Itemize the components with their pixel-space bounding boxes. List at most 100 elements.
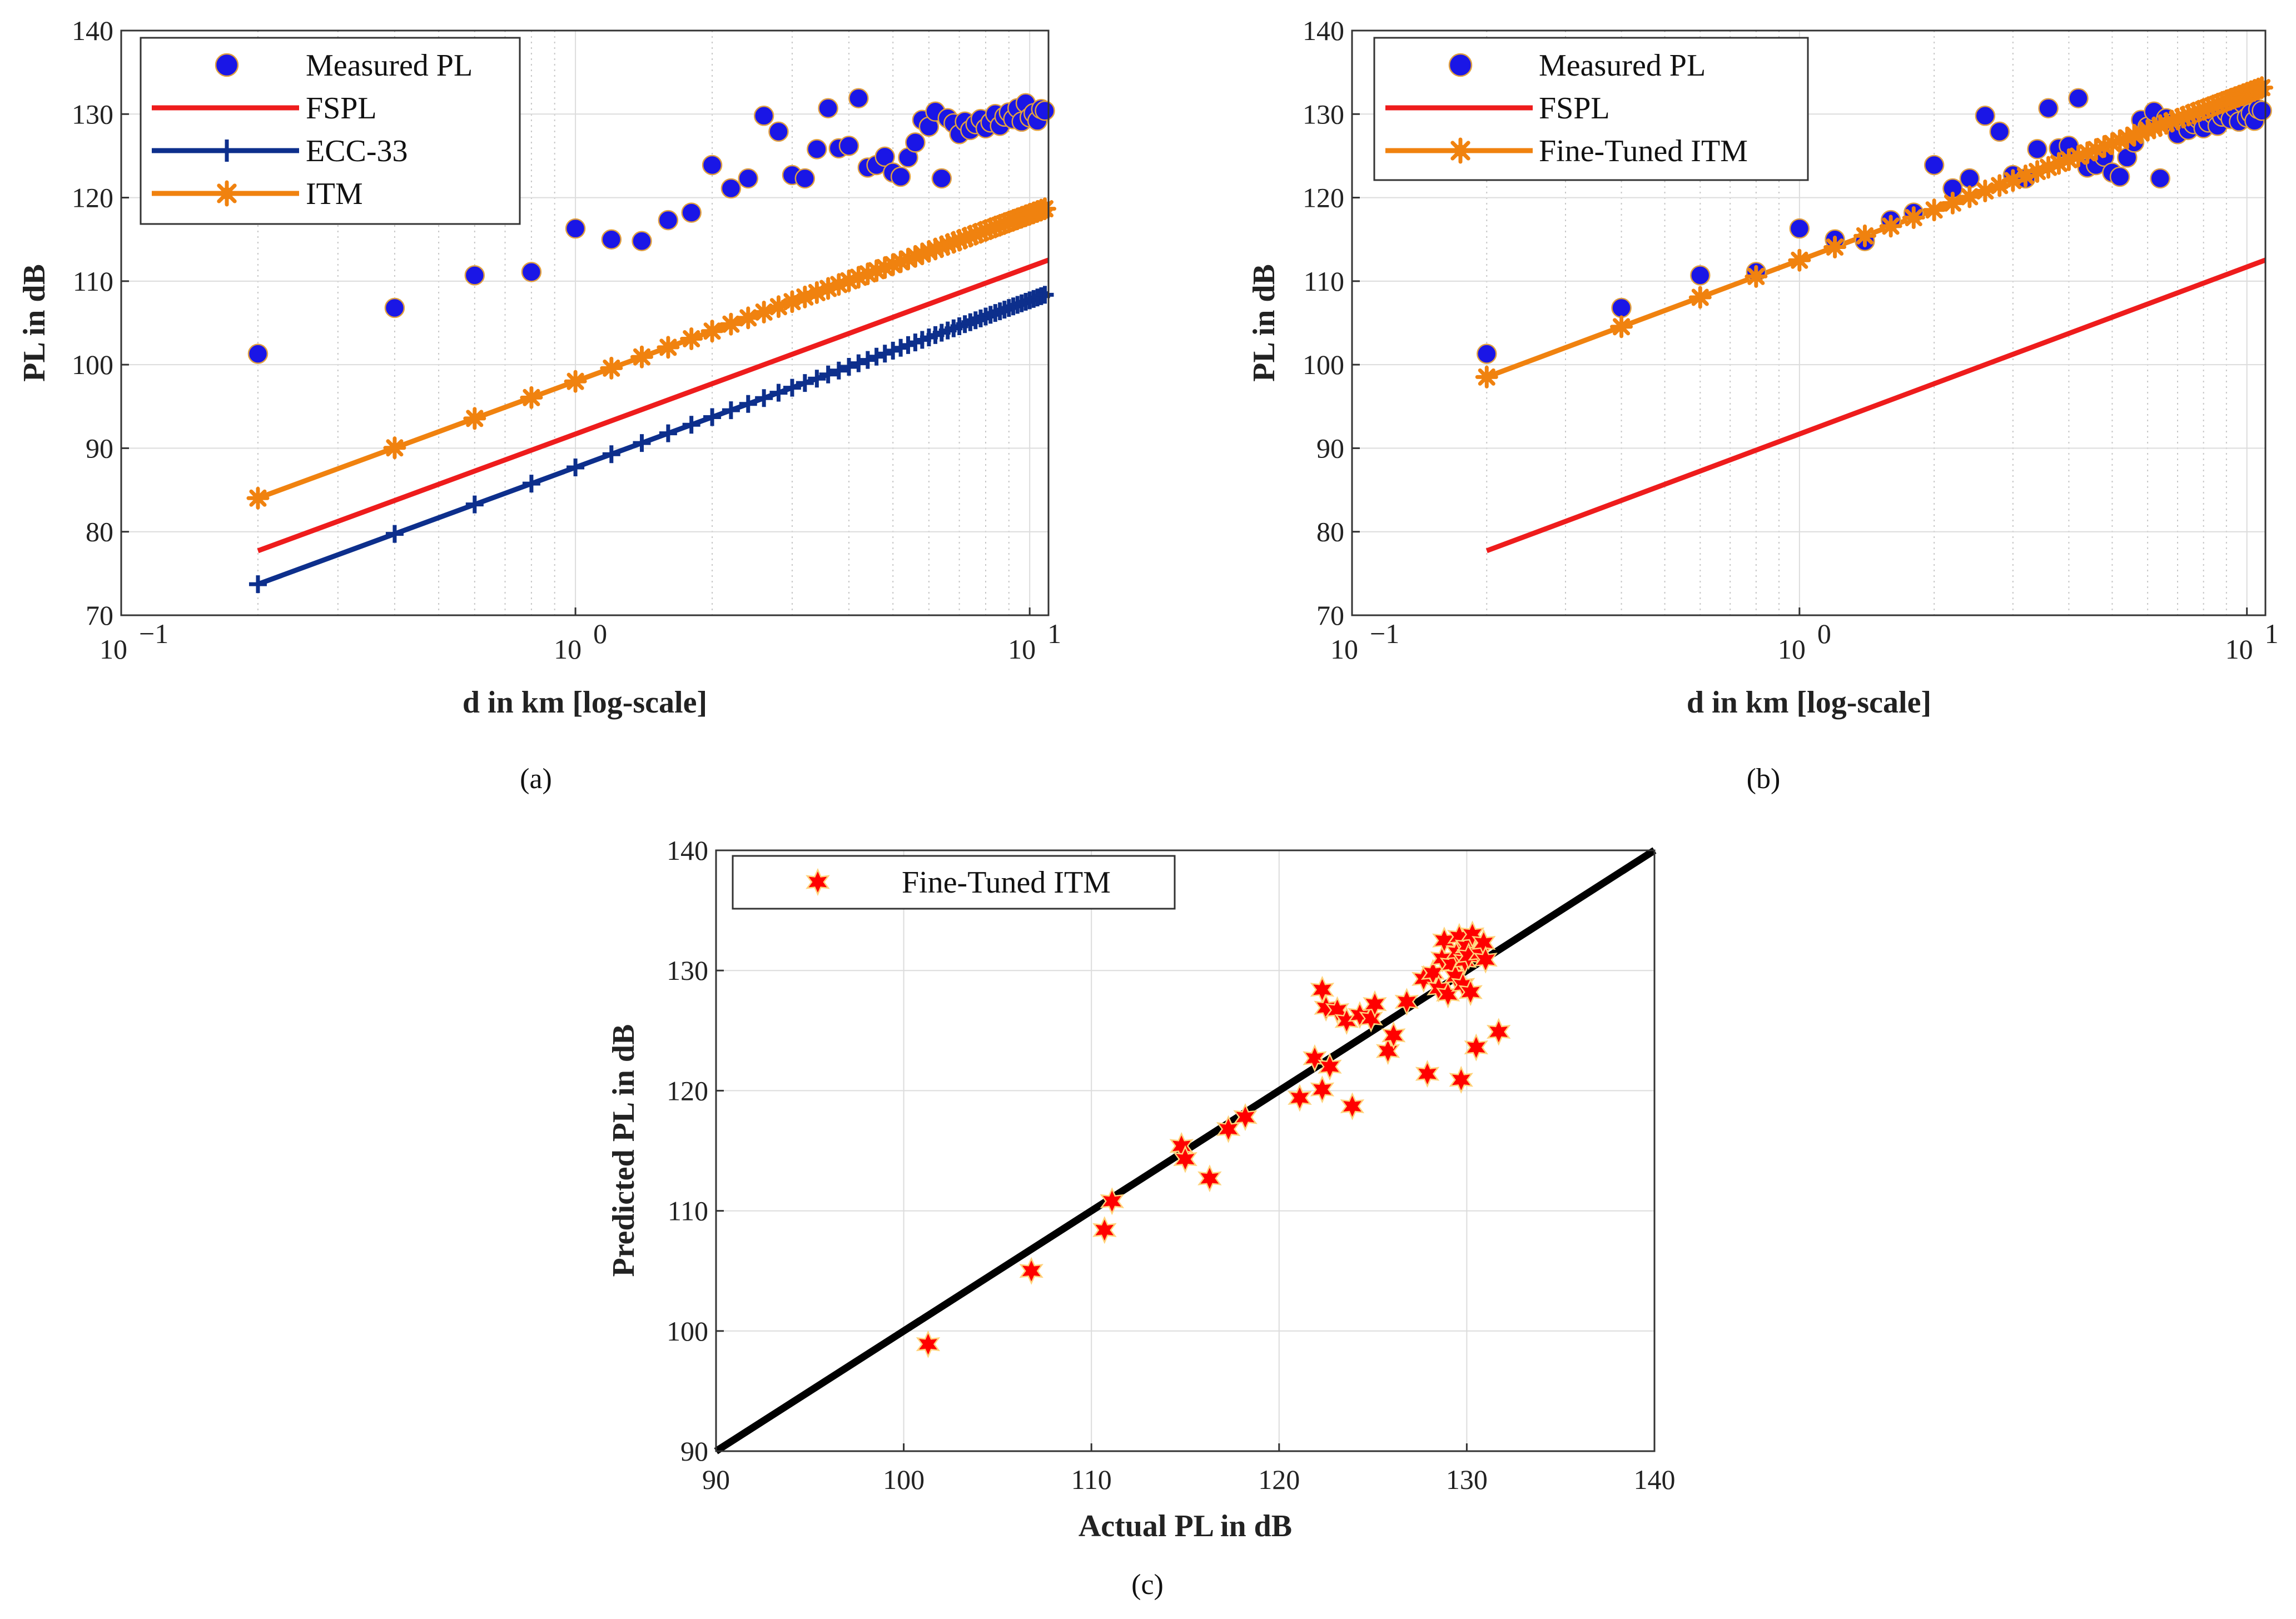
- panel-b-xtick-1: 10: [1778, 634, 1806, 665]
- panel-a-xtick-exp-1: 0: [593, 618, 607, 649]
- panel-b-measured-point-9: [1924, 155, 1945, 176]
- panel-c-star-point-40: [1458, 978, 1483, 1007]
- panel-a-measured-point-15: [794, 168, 816, 189]
- panel-a-itm-marker-53: [1033, 197, 1056, 221]
- panel-b-axes-box: [1351, 29, 2267, 616]
- panel-c-axes-box: [715, 849, 1656, 1452]
- panel-b-measured-point-2: [1690, 265, 1711, 286]
- panel-a-ecc33-marker-22: [867, 347, 886, 366]
- panel-a-ecc33-marker-13: [769, 383, 788, 402]
- panel-a-ecc33-marker-19: [840, 358, 858, 376]
- panel-a-itm-marker-5: [600, 356, 623, 380]
- panel-c-ytick-100: 100: [667, 1316, 708, 1347]
- panel-b-ftitm-marker-10: [1941, 191, 1964, 215]
- panel-b-ftitm-marker-6: [1853, 224, 1876, 247]
- panel-a-measured-point-17: [818, 98, 838, 119]
- panel-b-xtick-exp-0: −1: [1370, 618, 1399, 649]
- panel-c-star-point-42: [1464, 1033, 1488, 1062]
- legend-a-symbols: [152, 53, 299, 207]
- panel-b-ftitm-marker-9: [1922, 198, 1946, 222]
- panel-a-itm-marker-10: [719, 312, 743, 336]
- panel-b-measured-point-0: [1477, 343, 1497, 364]
- panel-b-legend-measured-symbol: [1448, 53, 1473, 77]
- panel-c-xtick-130: 130: [1446, 1464, 1488, 1495]
- panel-a-ecc33-marker-18: [829, 361, 848, 380]
- panel-c-xlabel: Actual PL in dB: [1079, 1509, 1292, 1543]
- legend-a-label-fspl: FSPL: [306, 91, 377, 126]
- panel-c-legend: Fine-Tuned ITM: [732, 855, 1176, 910]
- panel-a-xtick-2: 10: [1008, 634, 1036, 665]
- panel-a-measured-point-0: [247, 343, 269, 364]
- panel-c-star-point-14: [1318, 1053, 1342, 1081]
- legend-a-label-itm: ITM: [306, 177, 363, 211]
- panel-a-ytick-80: 80: [86, 516, 113, 547]
- panel-a-measured-point-1: [384, 297, 405, 318]
- legend-b-label-ftitm: Fine-Tuned ITM: [1539, 134, 1748, 168]
- panel-c-star-point-25: [1415, 1059, 1440, 1088]
- panel-c-xtick-120: 120: [1258, 1464, 1300, 1495]
- panel-a-ecc33-marker-17: [819, 365, 837, 383]
- panel-c-ytick-130: 130: [667, 955, 708, 986]
- panel-b-measured-point-1: [1611, 297, 1632, 318]
- panel-b-xlabel: d in km [log-scale]: [1687, 685, 1931, 720]
- panel-a-measured-point-2: [464, 265, 485, 286]
- panel-c-star-point-6: [1197, 1164, 1222, 1193]
- panel-a-itm-marker-1: [383, 436, 406, 460]
- panel-b-caption: (b): [1747, 763, 1781, 795]
- panel-b-ftitm-marker-5: [1823, 235, 1847, 258]
- panel-a-itm-marker-12: [752, 300, 776, 323]
- panel-a-ytick-90: 90: [86, 432, 113, 464]
- panel-b-measured-point-53: [2252, 101, 2272, 121]
- panel-a-ecc33-marker-8: [682, 416, 700, 434]
- panel-a-caption: (a): [520, 763, 552, 795]
- panel-a-ecc33-marker-12: [755, 389, 773, 407]
- panel-b-measured-point-13: [1989, 121, 2010, 142]
- panel-a-measured-point-11: [738, 168, 759, 189]
- panel-a-measured-point-10: [720, 178, 742, 199]
- panel-b-ytick-140: 140: [1303, 15, 1344, 46]
- panel-a-measured-point-9: [702, 155, 723, 176]
- panel-a-ecc33-marker-1: [385, 525, 404, 543]
- panel-b-measured-point-16: [2027, 139, 2047, 160]
- panel-a-legend-itm-symbol: [213, 180, 240, 207]
- panel-a-measured-point-16: [807, 139, 827, 160]
- panel-b-ftitm-marker-4: [1788, 248, 1811, 272]
- panel-c-star-point-21: [1375, 1037, 1400, 1065]
- panel-b-legend-ftitm-symbol: [1447, 137, 1474, 164]
- panel-c-star-point-22: [1381, 1021, 1406, 1049]
- legend-c-symbols: [806, 868, 830, 896]
- panel-a-itm-marker-8: [680, 327, 703, 350]
- panel-c-star-point-9: [1288, 1084, 1312, 1112]
- panel-a-ecc33-marker-4: [566, 458, 585, 476]
- panel-a-ytick-140: 140: [72, 15, 113, 46]
- panel-a-measured-point-27: [905, 132, 926, 153]
- panel-a-ytick-100: 100: [72, 349, 113, 380]
- panel-c-star-point-20: [1363, 990, 1387, 1018]
- panel-b-ytick-100: 100: [1303, 349, 1344, 380]
- legend-b-label-fspl: FSPL: [1539, 91, 1610, 126]
- panel-a-ecc33-marker-7: [659, 424, 677, 442]
- panel-c-star-point-46: [1487, 1018, 1511, 1046]
- panel-c-chart: 90 100 110 120 130 140 90 100 110 120 130 140 Predi…: [607, 835, 1676, 1601]
- panel-c-legend-star-symbol: [806, 868, 830, 896]
- panel-a-ecc33-marker-6: [633, 434, 651, 452]
- legend-a-label-measured: Measured PL: [306, 48, 473, 83]
- panel-a-measured-point-31: [931, 168, 952, 189]
- panel-a-ylabel: PL in dB: [17, 264, 52, 382]
- panel-a-ecc33-marker-20: [849, 354, 868, 372]
- panel-a-measured-point-53: [1035, 101, 1055, 121]
- panel-a-ecc33-marker-10: [722, 401, 740, 420]
- panel-a-ecc33-marker-5: [602, 445, 620, 464]
- panel-c-ytick-120: 120: [667, 1075, 708, 1106]
- panel-b-measured-point-17: [2038, 98, 2059, 119]
- panel-a-measured-point-25: [890, 166, 911, 187]
- panel-b-measured-point-4: [1789, 218, 1810, 239]
- panel-b-measured-point-20: [2068, 88, 2089, 108]
- panel-b-ftitm-marker-8: [1902, 206, 1925, 230]
- panel-a-measured-point-3: [521, 262, 542, 282]
- panel-a-measured-point-20: [848, 88, 869, 108]
- panel-c-star-point-41: [1460, 920, 1485, 949]
